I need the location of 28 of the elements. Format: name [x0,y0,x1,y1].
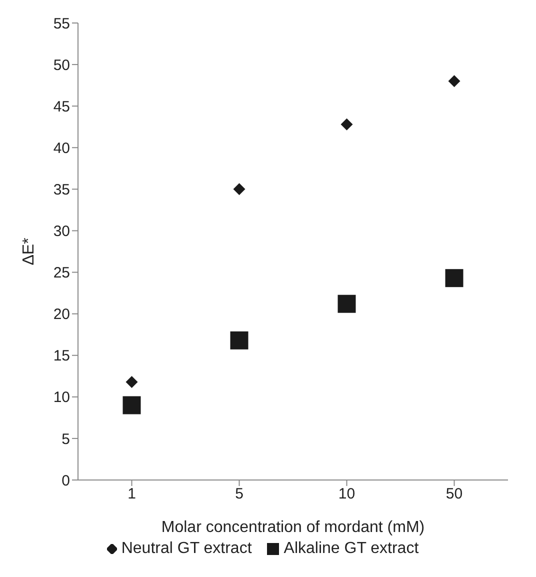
point [448,75,460,88]
point [338,294,356,313]
y-tick-label: 5 [62,430,70,448]
x-tick-label: 10 [338,486,356,503]
legend-label: Alkaline GT extract [284,540,419,558]
y-tick-label: 0 [62,472,70,490]
x-tick-label: 1 [128,486,136,503]
legend-label: Neutral GT extract [121,540,252,558]
x-tick-label: 50 [446,486,463,503]
y-axis-title: ΔE* [20,238,38,266]
y-tick-label: 40 [53,140,70,157]
y-tick-label: 25 [53,264,70,282]
x-axis-title: Molar concentration of mordant (mM) [161,519,425,536]
point [126,376,138,388]
y-tick-label: 50 [53,56,70,74]
y-tick-label: 35 [53,182,70,199]
y-tick-label: 30 [53,223,70,240]
point [230,331,248,350]
y-tick-label: 10 [53,389,70,406]
y-tick-label: 15 [53,348,70,365]
y-tick-label: 55 [53,15,70,32]
point [122,396,141,414]
y-tick-label: 20 [53,306,70,324]
point [445,269,464,288]
point [340,118,353,130]
y-tick-label: 45 [53,98,70,116]
x-tick-label: 5 [235,486,244,503]
point [233,183,246,196]
